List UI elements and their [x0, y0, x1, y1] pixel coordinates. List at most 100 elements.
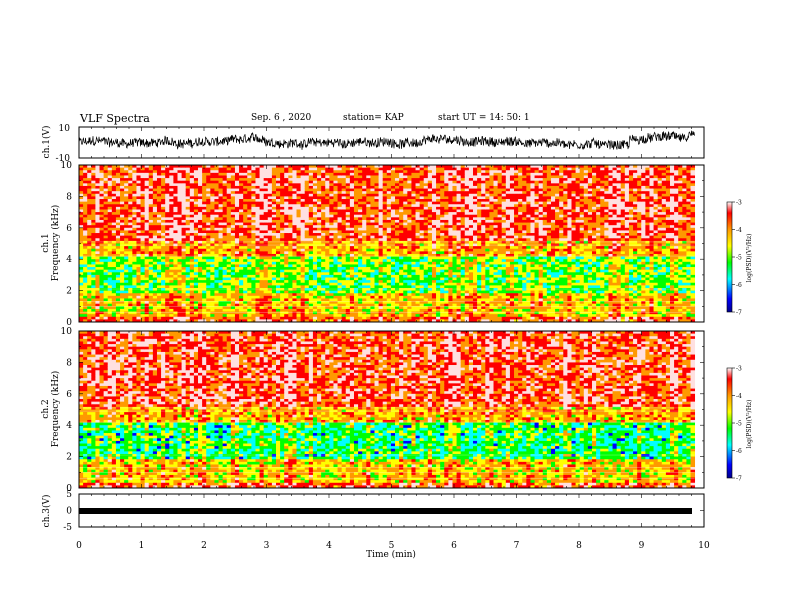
spectrogram-cell — [181, 193, 187, 197]
spectrogram-cell — [263, 314, 269, 318]
spectrogram-cell — [169, 298, 174, 302]
spectrogram-cell — [276, 209, 281, 213]
spectrogram-cell — [243, 259, 248, 263]
spectrogram-cell — [128, 201, 133, 205]
spectrogram-cell — [103, 170, 109, 174]
spectrogram-cell — [292, 261, 297, 265]
spectrogram-cell — [103, 196, 109, 200]
spectrogram-cell — [206, 204, 211, 208]
spectrogram-cell — [308, 282, 314, 286]
spectrogram-cell — [300, 319, 306, 322]
spectrogram-cell — [366, 301, 371, 305]
spectrogram-cell — [353, 272, 359, 276]
spectrogram-cell — [271, 303, 277, 307]
spectrogram-cell — [386, 293, 392, 297]
spectrogram-cell — [292, 191, 297, 195]
spectrogram-cell — [218, 212, 224, 216]
spectrogram-cell — [370, 246, 375, 250]
spectrogram-cell — [378, 306, 384, 310]
spectrogram-cell — [124, 217, 129, 221]
spectrogram-cell — [353, 225, 359, 229]
spectrogram-cell — [152, 225, 158, 229]
spectrogram-cell — [128, 172, 133, 176]
spectrogram-cell — [177, 193, 182, 197]
spectrogram-cell — [259, 193, 265, 197]
spectrogram-cell — [202, 185, 207, 189]
spectrogram-cell — [189, 267, 195, 271]
spectrogram-cell — [136, 201, 141, 205]
spectrogram-cell — [280, 178, 285, 182]
spectrogram-cell — [222, 238, 228, 242]
spectrogram-cell — [329, 225, 334, 229]
spectrogram-cell — [218, 219, 224, 223]
spectrogram-cell — [234, 212, 240, 216]
spectrogram-cell — [378, 251, 384, 255]
spectrogram-cell — [366, 222, 371, 226]
spectrogram-cell — [300, 204, 306, 208]
spectrogram-cell — [382, 240, 388, 244]
spectrogram-cell — [132, 188, 137, 192]
spectrogram-cell — [185, 267, 191, 271]
spectrogram-cell — [161, 191, 166, 195]
spectrogram-cell — [333, 196, 338, 200]
spectrogram-cell — [111, 217, 117, 221]
spectrogram-cell — [407, 206, 412, 210]
spectrogram-cell — [300, 178, 306, 182]
spectrogram-cell — [251, 185, 256, 189]
spectrogram-cell — [99, 235, 105, 239]
spectrogram-cell — [206, 193, 211, 197]
spectrogram-cell — [206, 209, 211, 213]
spectrogram-cell — [214, 230, 219, 234]
spectrogram-cell — [280, 256, 285, 260]
spectrogram-cell — [308, 233, 314, 237]
spectrogram-cell — [271, 188, 277, 192]
spectrogram-cell — [198, 303, 203, 307]
spectrogram-cell — [288, 295, 293, 299]
spectrogram-cell — [341, 206, 347, 210]
spectrogram-cell — [349, 287, 355, 291]
spectrogram-cell — [202, 308, 207, 312]
spectrogram-cell — [230, 259, 236, 263]
spectrogram-cell — [304, 172, 310, 176]
spectrogram-cell — [189, 282, 195, 286]
spectrogram-cell — [230, 170, 236, 174]
spectrogram-cell — [218, 230, 224, 234]
spectrogram-cell — [111, 233, 117, 237]
spectrogram-cell — [341, 316, 347, 320]
spectrogram-cell — [276, 316, 281, 320]
spectrogram-cell — [230, 301, 236, 305]
spectrogram-cell — [251, 170, 256, 174]
spectrogram-cell — [403, 316, 408, 320]
spectrogram-cell — [308, 314, 314, 318]
spectrogram-cell — [103, 238, 109, 242]
spectrogram-cell — [267, 251, 273, 255]
spectrogram-cell — [165, 293, 170, 297]
spectrogram-cell — [107, 170, 113, 174]
spectrogram-cell — [366, 233, 371, 237]
spectrogram-cell — [308, 180, 314, 184]
spectrogram-cell — [218, 199, 224, 203]
spectrogram-cell — [177, 303, 182, 307]
spectrogram-cell — [95, 204, 100, 208]
spectrogram-cell — [353, 209, 359, 213]
spectrogram-cell — [148, 172, 154, 176]
spectrogram-cell — [366, 246, 371, 250]
spectrogram-cell — [292, 196, 297, 200]
spectrogram-cell — [325, 193, 330, 197]
spectrogram-cell — [136, 319, 141, 322]
spectrogram-cell — [230, 261, 236, 265]
spectrogram-cell — [226, 314, 232, 318]
spectrogram-cell — [370, 290, 375, 294]
spectrogram-cell — [206, 188, 211, 192]
spectrogram-cell — [312, 282, 318, 286]
spectrogram-cell — [234, 225, 240, 229]
spectrogram-cell — [329, 193, 334, 197]
spectrogram-cell — [177, 167, 182, 171]
spectrogram-cell — [210, 314, 215, 318]
spectrogram-cell — [407, 175, 412, 179]
spectrogram-cell — [210, 175, 215, 179]
spectrogram-cell — [251, 259, 256, 263]
spectrogram-cell — [181, 314, 187, 318]
spectrogram-cell — [234, 295, 240, 299]
spectrogram-cell — [115, 290, 121, 294]
